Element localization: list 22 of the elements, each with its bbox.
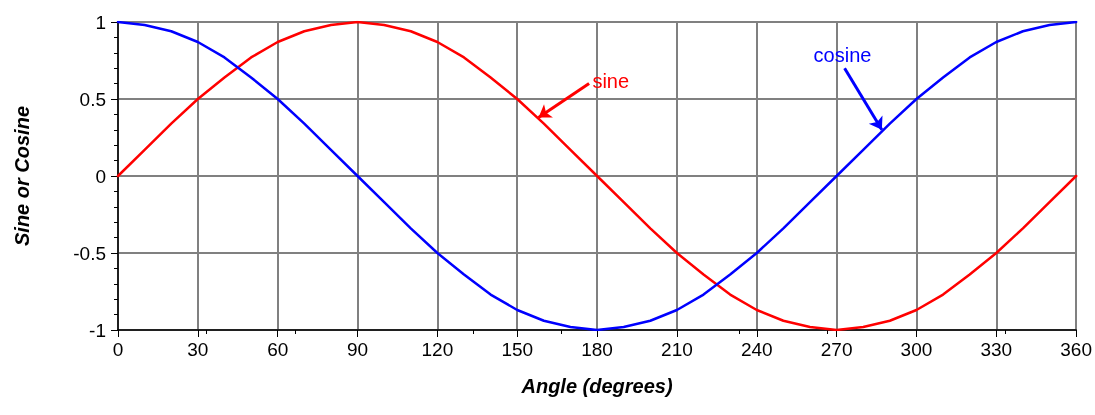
- x-tick-label: 0: [112, 339, 124, 360]
- y-tick-label: -0.5: [73, 242, 106, 264]
- y-tick-label: 0: [95, 165, 106, 187]
- x-tick-label: 210: [661, 339, 693, 360]
- y-tick-label: -1: [89, 319, 106, 341]
- x-tick-label: 360: [1060, 339, 1092, 360]
- y-axis-title: Sine or Cosine: [11, 105, 33, 247]
- x-tick-label: 150: [501, 339, 534, 360]
- x-axis-title: Angle (degrees): [520, 375, 673, 397]
- x-tick-label: 60: [267, 339, 289, 360]
- y-tick-label: 1: [95, 11, 106, 33]
- y-tick-label: 0.5: [79, 88, 106, 110]
- x-tick-label: 180: [581, 339, 613, 360]
- x-tick-label: 120: [421, 339, 454, 360]
- x-tick-label: 240: [740, 339, 773, 360]
- x-tick-label: 300: [900, 339, 933, 360]
- annotation: sine: [592, 70, 630, 93]
- x-tick-label: 330: [980, 339, 1013, 360]
- x-tick-label: 270: [820, 339, 853, 360]
- annotation: cosine: [813, 43, 872, 66]
- x-tick-label: 90: [346, 339, 369, 360]
- x-tick-label: 30: [187, 339, 209, 360]
